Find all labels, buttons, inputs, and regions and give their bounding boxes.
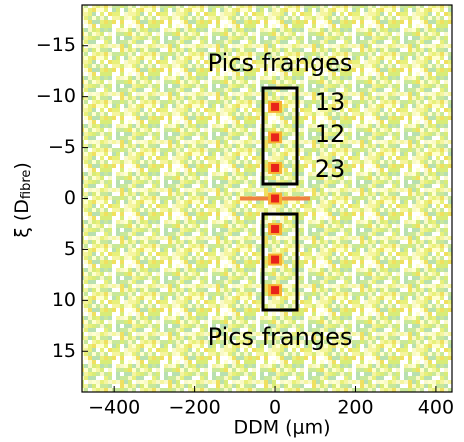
annotation-box [261, 212, 299, 312]
peak [271, 286, 280, 295]
peak [271, 225, 280, 234]
x-tick-label: 0 [269, 397, 281, 419]
annotation: 23 [315, 155, 346, 183]
y-tick-label: −15 [36, 34, 76, 56]
x-tick-label: 400 [418, 397, 454, 419]
annotation: 13 [315, 88, 346, 116]
annotation: Pics franges [208, 49, 353, 77]
y-tick-label: 15 [52, 340, 76, 362]
x-tick-label: −400 [88, 397, 140, 419]
peak [271, 102, 280, 111]
y-axis-label-sub: fibre [19, 170, 34, 200]
x-tick-label: 200 [337, 397, 373, 419]
peak [271, 194, 280, 203]
y-tick-label: 10 [52, 289, 76, 311]
annotation: Pics franges [208, 323, 353, 351]
y-axis-label-main: ξ (D [11, 199, 33, 238]
x-axis-label: DDM (μm) [233, 417, 330, 439]
annotation-box [261, 86, 299, 186]
y-axis-label-end: ) [11, 162, 33, 169]
y-axis-label: ξ (Dfibre) [11, 162, 34, 238]
annotation: 12 [315, 120, 346, 148]
x-tick-label: −200 [169, 397, 221, 419]
y-tick-label: 5 [64, 238, 76, 260]
peak [271, 163, 280, 172]
y-tick-label: −5 [48, 136, 76, 158]
peak [271, 255, 280, 264]
y-tick-label: 0 [64, 187, 76, 209]
peak [271, 133, 280, 142]
y-tick-label: −10 [36, 85, 76, 107]
